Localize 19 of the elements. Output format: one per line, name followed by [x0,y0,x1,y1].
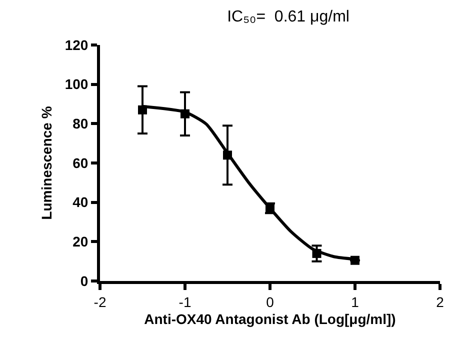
point [223,150,232,160]
x-tick-label: -2 [94,294,106,310]
y-tick-label: 80 [72,116,88,132]
point [180,109,190,118]
x-axis-title: Anti-OX40 Antagonist Ab (Log[μg/ml]) [144,311,396,328]
x-tick-label: -1 [178,294,192,310]
y-tick-label: 40 [72,194,88,210]
x-tick-label: 1 [351,294,360,310]
x-tick-label: 0 [266,294,274,310]
point [138,105,147,114]
chart-title: IC₅₀= 0.61 μg/ml [227,8,350,26]
y-tick-label: 0 [80,272,88,289]
y-tick-label: 120 [64,36,88,53]
y-axis-title: Luminescence % [38,106,54,220]
y-tick-label: 100 [64,76,88,92]
point [350,256,360,265]
x-tick-label: 2 [436,294,444,310]
y-tick-label: 20 [72,234,88,250]
y-tick-label: 60 [72,154,88,171]
